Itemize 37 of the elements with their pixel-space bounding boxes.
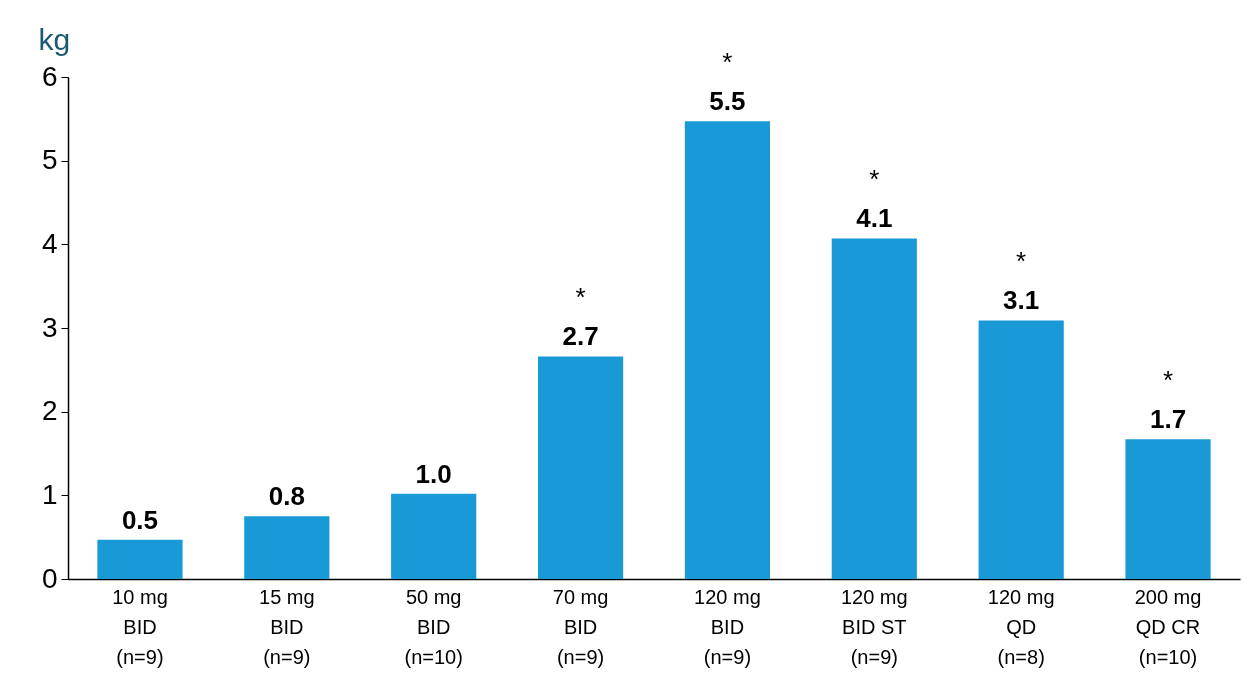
x-tick-label: 120 mg QD (n=8): [987, 585, 1055, 668]
bar: [97, 539, 183, 579]
x-tick-label: 50 mg BID (n=10): [404, 585, 463, 668]
bar: [831, 238, 917, 579]
y-tick-label: 4: [41, 227, 58, 259]
bar: [537, 356, 624, 579]
data-label: 5.5: [709, 86, 746, 117]
y-tick-label: 3: [41, 311, 58, 343]
data-label: 0.8: [268, 481, 305, 512]
y-axis-title: kg: [38, 22, 71, 56]
x-tick-label: 120 mg BID (n=9): [694, 585, 761, 668]
y-tick-label: 5: [41, 144, 58, 176]
data-label: 0.5: [121, 504, 159, 535]
bar: [244, 516, 330, 579]
data-label: 1.7: [1149, 404, 1187, 435]
annotation: *: [722, 47, 733, 78]
y-tick-label: 6: [41, 60, 58, 92]
data-label: 2.7: [562, 321, 599, 352]
data-label: 1.0: [415, 458, 452, 489]
x-tick-label: 15 mg BID (n=9): [259, 585, 315, 668]
annotation: *: [1162, 365, 1174, 396]
annotation: *: [575, 282, 586, 313]
x-tick-label: 200 mg QD CR (n=10): [1134, 585, 1202, 668]
annotation: *: [1016, 246, 1027, 277]
y-tick-label: 1: [41, 478, 58, 510]
x-tick-label: 120 mg BID ST (n=9): [840, 585, 908, 668]
bar: [391, 493, 477, 579]
y-tick-label: 2: [41, 395, 58, 427]
x-tick-label: 70 mg BID (n=9): [552, 585, 609, 668]
bar: [684, 121, 771, 579]
bar: [978, 320, 1064, 579]
annotation: *: [869, 164, 880, 195]
x-tick-label: 10 mg BID (n=9): [112, 585, 168, 668]
bar: [1125, 439, 1211, 579]
y-tick-label: 0: [41, 562, 58, 594]
data-label: 4.1: [856, 203, 893, 234]
data-label: 3.1: [1003, 285, 1040, 316]
